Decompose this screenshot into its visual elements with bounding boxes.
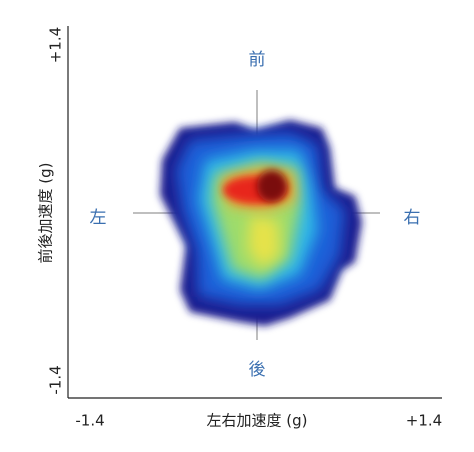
direction-label: 前 — [249, 50, 266, 70]
y-tick-label: +1.4 — [47, 27, 65, 63]
direction-label: 右 — [404, 208, 421, 228]
x-tick-label: -1.4 — [75, 412, 104, 430]
direction-label: 後 — [249, 360, 266, 380]
density-map — [160, 120, 362, 326]
x-tick-label: +1.4 — [406, 412, 442, 430]
y-axis-title: 前後加速度 (g) — [37, 163, 55, 264]
axes — [67, 26, 442, 399]
direction-label: 左 — [90, 208, 107, 228]
y-tick-label: -1.4 — [47, 365, 65, 394]
x-axis-title: 左右加速度 (g) — [207, 412, 308, 430]
